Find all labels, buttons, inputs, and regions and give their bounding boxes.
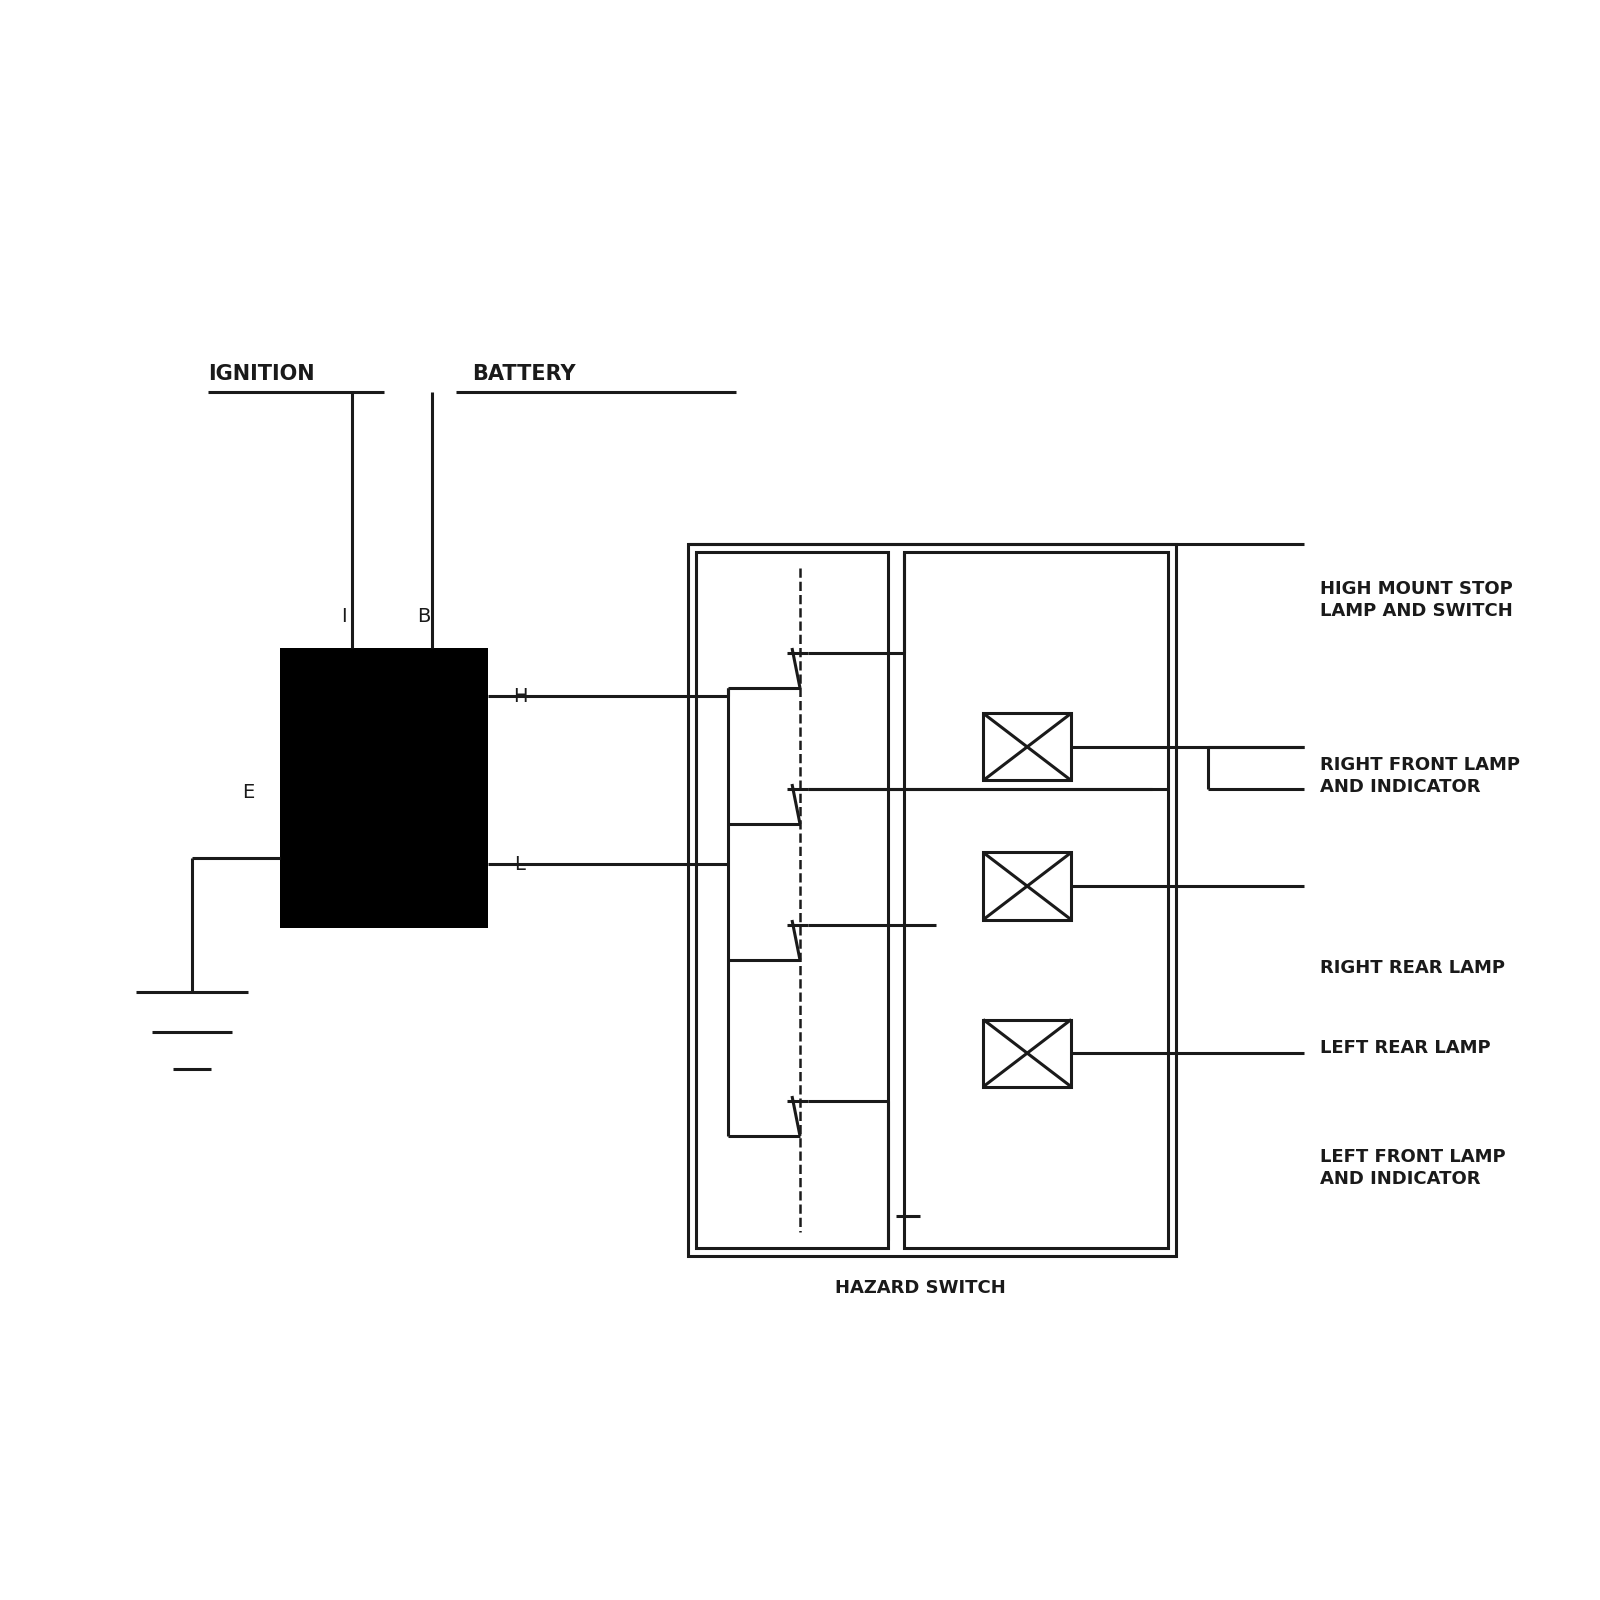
- Text: BATTERY: BATTERY: [472, 365, 576, 384]
- Bar: [688, 544, 1176, 1256]
- Bar: [280, 648, 488, 928]
- Text: LEFT REAR LAMP: LEFT REAR LAMP: [1320, 1038, 1491, 1058]
- Text: H: H: [512, 686, 528, 706]
- Text: L: L: [515, 854, 525, 874]
- Text: HAZARD SWITCH: HAZARD SWITCH: [835, 1278, 1005, 1298]
- Text: I: I: [341, 606, 347, 626]
- Bar: [982, 714, 1072, 781]
- Text: RIGHT REAR LAMP: RIGHT REAR LAMP: [1320, 958, 1506, 978]
- Bar: [982, 1019, 1072, 1086]
- Text: IGNITION: IGNITION: [208, 365, 315, 384]
- Text: E: E: [242, 782, 254, 802]
- Bar: [696, 552, 888, 1248]
- Text: B: B: [418, 606, 430, 626]
- Bar: [982, 853, 1072, 920]
- Text: HIGH MOUNT STOP
LAMP AND SWITCH: HIGH MOUNT STOP LAMP AND SWITCH: [1320, 579, 1512, 621]
- Text: RIGHT FRONT LAMP
AND INDICATOR: RIGHT FRONT LAMP AND INDICATOR: [1320, 755, 1520, 797]
- Text: LEFT FRONT LAMP
AND INDICATOR: LEFT FRONT LAMP AND INDICATOR: [1320, 1147, 1506, 1189]
- Bar: [904, 552, 1168, 1248]
